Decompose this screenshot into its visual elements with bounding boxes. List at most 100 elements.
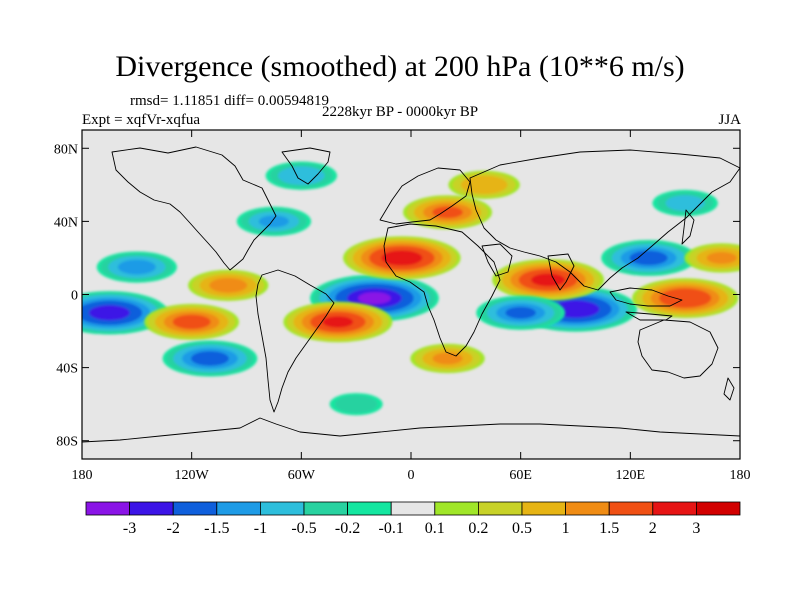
- colorbar-label: -0.2: [335, 520, 360, 537]
- anomaly-convergence: [236, 206, 312, 237]
- anomaly-convergence: [329, 393, 383, 416]
- lon-tick-label: 0: [408, 468, 415, 483]
- contour-level: [432, 206, 463, 219]
- contour-level: [706, 252, 737, 264]
- anomaly-divergence: [283, 301, 393, 343]
- colorbar-label: 0.1: [425, 520, 445, 537]
- coast-japan: [681, 209, 695, 245]
- colorbar-swatch: [347, 501, 392, 516]
- anomaly-divergence: [492, 259, 605, 301]
- anomaly-convergence: [476, 295, 566, 330]
- lat-tick-label: 40S: [56, 362, 78, 377]
- contour-level: [88, 305, 130, 321]
- contour-level: [629, 250, 668, 266]
- colorbar-swatch: [521, 501, 566, 516]
- coast-asia: [469, 149, 740, 291]
- field-layer: [82, 130, 740, 459]
- lon-tick-label: 60E: [509, 468, 532, 483]
- plot-title: Divergence (smoothed) at 200 hPa (10**6 …: [115, 50, 685, 83]
- colorbar-swatch: [390, 501, 436, 516]
- coast-europe: [379, 167, 471, 225]
- colorbar-label: 3: [692, 520, 700, 537]
- colorbar-swatch: [696, 501, 741, 516]
- colorbar-label: -0.5: [291, 520, 316, 537]
- coast-australia: [637, 319, 719, 379]
- coast-india: [547, 253, 575, 291]
- anomaly-convergence: [265, 161, 338, 190]
- anomaly-divergence: [410, 343, 485, 374]
- coast-africa: [383, 223, 501, 357]
- anomaly-divergence: [632, 278, 739, 319]
- contour-level: [172, 314, 211, 330]
- lon-tick-label: 120E: [616, 468, 646, 483]
- anomaly-convergence: [82, 291, 169, 335]
- anomaly-convergence: [96, 251, 177, 283]
- contour-level: [322, 316, 354, 328]
- anomaly-divergence: [144, 303, 240, 340]
- colorbar-label: 0.5: [512, 520, 532, 537]
- contour-level: [258, 215, 289, 228]
- contour-level: [665, 195, 705, 212]
- coast-south-america: [255, 269, 335, 413]
- anomaly-divergence: [684, 243, 740, 273]
- colorbar-swatch: [172, 501, 218, 516]
- colorbar-label: -0.1: [379, 520, 404, 537]
- coast-north-america: [111, 146, 277, 271]
- season-label: JJA: [718, 112, 741, 128]
- colorbar-swatch: [216, 501, 261, 516]
- colorbar-swatch: [434, 501, 479, 516]
- colorbar-label: -1: [254, 520, 267, 537]
- anomaly-convergence: [652, 189, 718, 217]
- coast-arabia: [481, 243, 513, 277]
- colorbar-swatch: [303, 501, 348, 516]
- colorbar-swatch: [129, 501, 174, 516]
- colorbar-label: -2: [167, 520, 180, 537]
- colorbar-swatch: [477, 501, 523, 516]
- contour-level: [190, 351, 229, 366]
- lon-tick-label: 180: [72, 468, 93, 483]
- time-period-label: 2228kyr BP - 0000kyr BP: [322, 104, 479, 120]
- contour-level: [531, 273, 566, 287]
- contour-level: [334, 395, 378, 414]
- lat-tick-label: 80S: [56, 435, 78, 450]
- coast-antarctica: [82, 417, 740, 443]
- rmsd-diff-stats: rmsd= 1.11851 diff= 0.00594819: [130, 93, 329, 109]
- colorbar-label: 0.2: [468, 520, 488, 537]
- coast-maritime-continent: [609, 287, 683, 321]
- anomaly-convergence: [601, 239, 696, 276]
- colorbar-swatch: [259, 501, 305, 516]
- lat-tick-label: 80N: [54, 142, 78, 157]
- contour-level: [460, 175, 508, 195]
- colorbar-label: 2: [649, 520, 657, 537]
- anomaly-divergence: [448, 170, 520, 200]
- contour-level: [358, 292, 391, 305]
- lon-tick-label: 60W: [288, 468, 316, 483]
- contour-level: [381, 250, 423, 266]
- colorbar-swatch: [85, 501, 130, 516]
- experiment-label: Expt = xqfVr-xqfua: [82, 112, 201, 128]
- axis-labels: 80N 40N 0 40S 80S 180 120W 60W 0 60E 120E 180: [54, 142, 751, 483]
- colorbar-label: 1: [562, 520, 570, 537]
- colorbar-swatch: [565, 501, 610, 516]
- contour-level: [117, 259, 156, 275]
- coastlines: [82, 146, 740, 443]
- anomaly-divergence: [343, 236, 461, 280]
- contour-level: [277, 166, 325, 185]
- coast-greenland: [281, 147, 331, 185]
- anomaly-convergence: [162, 340, 258, 377]
- lon-tick-label: 180: [730, 468, 751, 483]
- lat-tick-label: 0: [71, 289, 78, 304]
- lon-tick-label: 120W: [175, 468, 210, 483]
- axis-ticks: [81, 130, 741, 459]
- coast-new-zealand: [723, 377, 735, 401]
- colorbar-label: -1.5: [204, 520, 229, 537]
- anomaly-group: [82, 161, 740, 416]
- colorbar-swatch: [608, 501, 654, 516]
- colorbar-label: 1.5: [599, 520, 619, 537]
- contour-level: [659, 288, 712, 308]
- colorbar-label: -3: [123, 520, 136, 537]
- contour-level: [505, 306, 536, 319]
- colorbar-swatch: [652, 501, 697, 516]
- anomaly-divergence: [188, 269, 269, 301]
